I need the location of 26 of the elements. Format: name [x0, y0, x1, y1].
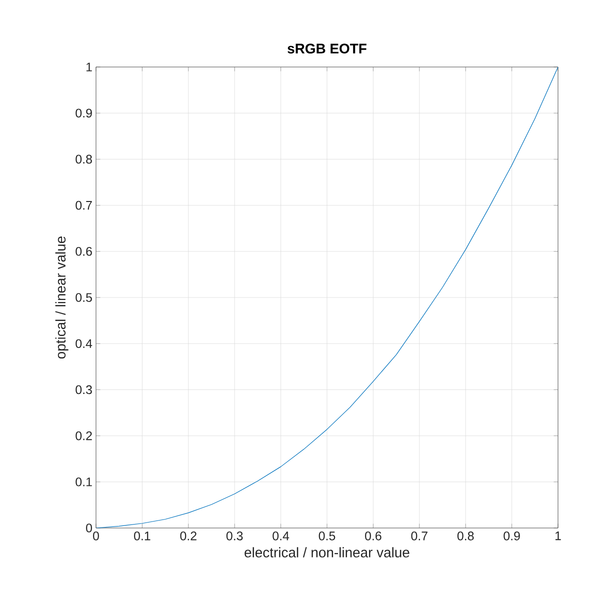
chart-title: sRGB EOTF	[288, 44, 366, 54]
x-tick-label: 1	[555, 532, 561, 540]
y-tick-label: 0.4	[76, 339, 92, 348]
y-tick-label: 0.8	[76, 154, 92, 164]
y-tick-label: 0.2	[76, 431, 92, 440]
x-tick-label: 0.2	[180, 532, 196, 540]
y-tick-label: 0	[86, 524, 92, 532]
line-series	[96, 66, 558, 528]
x-tick-label: 0.4	[272, 532, 290, 540]
y-tick-label: 0.1	[76, 478, 92, 486]
y-tick-label: 0.5	[76, 293, 92, 302]
y-axis-title: optical / linear value	[55, 236, 68, 359]
x-tick-label: 0.8	[457, 532, 474, 540]
y-tick-label: 0.3	[76, 385, 92, 394]
y-tick-label: 0.9	[76, 108, 92, 118]
x-tick-label: 0	[93, 532, 99, 540]
y-tick-label: 1	[86, 62, 92, 72]
x-tick-label: 0.3	[226, 532, 243, 540]
y-tick-label: 0.7	[76, 200, 92, 210]
x-tick-label: 0.5	[318, 532, 336, 540]
x-tick-label: 0.6	[365, 532, 382, 540]
x-axis-title: electrical / non-linear value	[244, 547, 410, 558]
x-tick-label: 0.7	[411, 532, 428, 540]
x-tick-label: 0.9	[504, 532, 520, 540]
x-tick-label: 0.1	[134, 532, 150, 540]
y-tick-label: 0.6	[76, 246, 92, 256]
